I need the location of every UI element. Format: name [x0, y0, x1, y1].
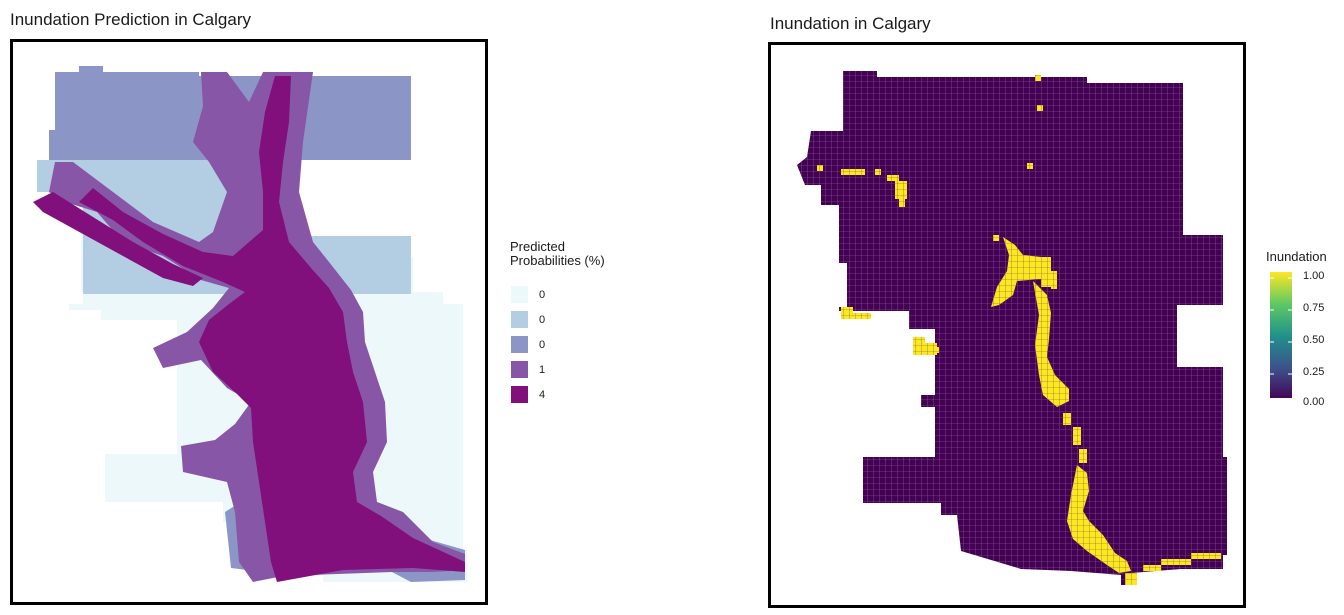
inundation-legend-title: Inundation: [1266, 249, 1327, 264]
inundation-map: [797, 71, 1227, 585]
inundation-colorbar: [1270, 272, 1292, 398]
prediction-legend-key: 0: [510, 310, 545, 329]
legend-key-label: 4: [539, 388, 546, 401]
inundation-map-frame: [768, 42, 1246, 608]
legend-swatch: [510, 285, 529, 304]
prediction-legend-title: Predicted Probabilities (%): [510, 240, 605, 268]
legend-title-line-1: Predicted: [510, 239, 565, 254]
prediction-zone-class-5: [79, 76, 465, 582]
prediction-legend-key: 0: [510, 285, 545, 304]
prediction-legend-key: 0: [510, 335, 545, 354]
legend-swatch: [510, 360, 529, 379]
legend-swatch: [510, 310, 529, 329]
colorbar-tick-label: 0.00: [1303, 396, 1325, 408]
colorbar-tick-label: 0.75: [1303, 302, 1325, 314]
colorbar-tick-label: 1.00: [1303, 270, 1325, 282]
legend-title-line-2: Probabilities (%): [510, 253, 605, 268]
legend-key-label: 0: [539, 288, 546, 301]
right-map-title: Inundation in Calgary: [770, 14, 931, 33]
colorbar-tick-label: 0.50: [1303, 334, 1325, 346]
left-map-title: Inundation Prediction in Calgary: [10, 10, 251, 29]
legend-key-label: 1: [539, 363, 546, 376]
legend-swatch: [510, 385, 529, 404]
inundation-zone-dry: [797, 71, 1227, 585]
prediction-map: [33, 66, 467, 582]
prediction-legend-key: 1: [510, 360, 545, 379]
prediction-legend-key: 4: [510, 385, 545, 404]
legend-key-label: 0: [539, 338, 546, 351]
legend-swatch: [510, 335, 529, 354]
inundation-zone-flooded: [817, 75, 1221, 585]
prediction-map-frame: [10, 39, 488, 605]
legend-key-label: 0: [539, 313, 546, 326]
colorbar-tick-label: 0.25: [1303, 366, 1325, 378]
